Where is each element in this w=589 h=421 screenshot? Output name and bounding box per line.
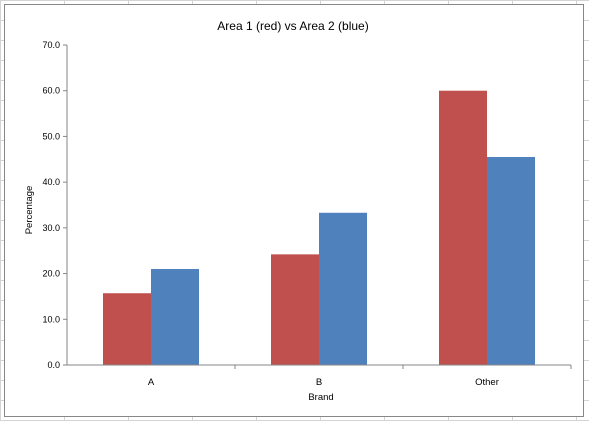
x-axis-label: Brand (308, 392, 333, 403)
y-axis-ticks: 0.0 10.0 20.0 30.0 40.0 50.0 60.0 70.0 (42, 40, 67, 370)
y-tick-label: 30.0 (42, 223, 60, 233)
bar-other-series-2 (487, 157, 535, 365)
y-axis-label: Percentage (24, 186, 35, 235)
chart-area: Area 1 (red) vs Area 2 (blue) 0.0 10.0 20.… (4, 4, 584, 417)
y-tick-label: 50.0 (42, 131, 60, 141)
bar-a-series-1 (103, 293, 151, 365)
chart-title: Area 1 (red) vs Area 2 (blue) (217, 19, 368, 33)
y-tick-label: 40.0 (42, 177, 60, 187)
x-category-label: A (148, 377, 155, 388)
bar-a-series-2 (151, 269, 199, 365)
bar-b-series-1 (271, 254, 319, 365)
y-tick-label: 0.0 (47, 360, 60, 370)
x-axis-categories: A B Other (148, 365, 572, 388)
x-category-label: B (316, 377, 322, 388)
y-tick-label: 10.0 (42, 314, 60, 324)
x-category-label: Other (475, 377, 499, 388)
y-tick-label: 20.0 (42, 269, 60, 279)
bar-chart: Area 1 (red) vs Area 2 (blue) 0.0 10.0 20.… (24, 19, 572, 403)
bar-b-series-2 (319, 212, 367, 365)
y-tick-label: 70.0 (42, 40, 60, 50)
bars (103, 90, 535, 365)
bar-other-series-1 (439, 90, 487, 365)
y-tick-label: 60.0 (42, 86, 60, 96)
